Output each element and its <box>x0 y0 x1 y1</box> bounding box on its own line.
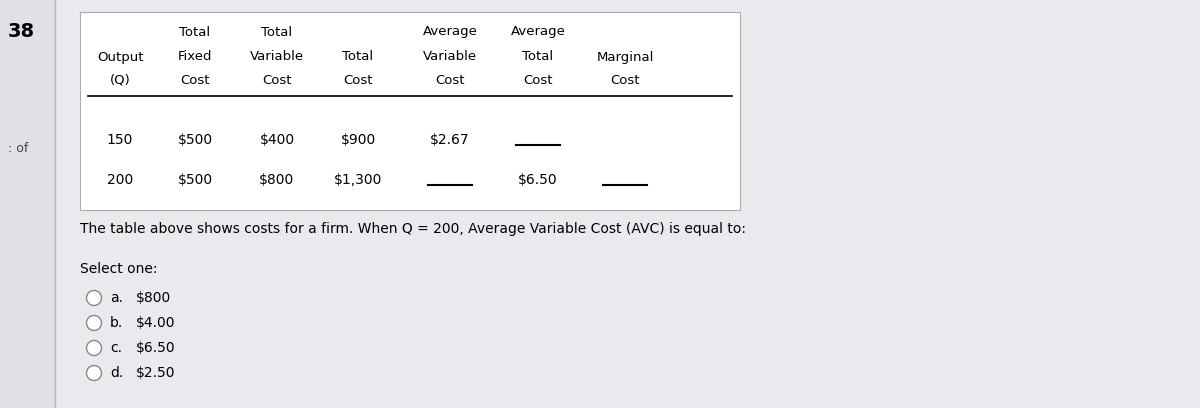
Circle shape <box>86 366 102 381</box>
Text: 150: 150 <box>107 133 133 147</box>
Text: Output: Output <box>97 51 143 64</box>
Text: $400: $400 <box>259 133 294 147</box>
Text: $2.67: $2.67 <box>430 133 470 147</box>
Text: Cost: Cost <box>436 73 464 86</box>
Circle shape <box>86 341 102 355</box>
Text: Total: Total <box>262 25 293 38</box>
Text: $4.00: $4.00 <box>136 316 175 330</box>
Text: Cost: Cost <box>263 73 292 86</box>
Text: $1,300: $1,300 <box>334 173 382 187</box>
Text: $2.50: $2.50 <box>136 366 175 380</box>
Text: Average: Average <box>422 25 478 38</box>
Text: $6.50: $6.50 <box>518 173 558 187</box>
Text: $6.50: $6.50 <box>136 341 175 355</box>
Text: Marginal: Marginal <box>596 51 654 64</box>
FancyBboxPatch shape <box>80 12 740 210</box>
Text: b.: b. <box>110 316 124 330</box>
Text: 38: 38 <box>8 22 35 41</box>
Text: The table above shows costs for a firm. When Q = 200, Average Variable Cost (AVC: The table above shows costs for a firm. … <box>80 222 746 236</box>
Text: $800: $800 <box>259 173 295 187</box>
Text: Cost: Cost <box>523 73 553 86</box>
Text: a.: a. <box>110 291 124 305</box>
Text: c.: c. <box>110 341 122 355</box>
Text: Average: Average <box>510 25 565 38</box>
Text: Cost: Cost <box>611 73 640 86</box>
Circle shape <box>86 315 102 330</box>
Text: Total: Total <box>180 25 210 38</box>
Text: 200: 200 <box>107 173 133 187</box>
Text: $500: $500 <box>178 133 212 147</box>
Text: $500: $500 <box>178 173 212 187</box>
Text: Variable: Variable <box>422 51 478 64</box>
Text: Total: Total <box>522 51 553 64</box>
Text: Total: Total <box>342 51 373 64</box>
Text: Cost: Cost <box>180 73 210 86</box>
Text: Select one:: Select one: <box>80 262 157 276</box>
Circle shape <box>86 290 102 306</box>
Text: Variable: Variable <box>250 51 304 64</box>
Text: d.: d. <box>110 366 124 380</box>
Text: $900: $900 <box>341 133 376 147</box>
Text: Fixed: Fixed <box>178 51 212 64</box>
FancyBboxPatch shape <box>0 0 55 408</box>
Text: : of: : of <box>8 142 29 155</box>
Text: $800: $800 <box>136 291 172 305</box>
Text: (Q): (Q) <box>109 73 131 86</box>
Text: Cost: Cost <box>343 73 373 86</box>
